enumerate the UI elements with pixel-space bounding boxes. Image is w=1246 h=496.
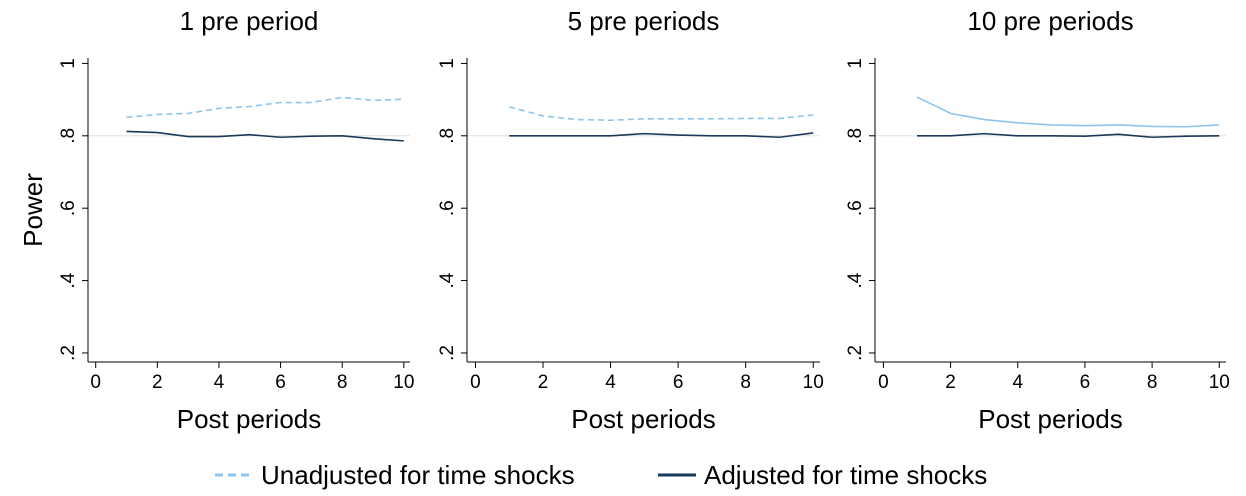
series-line	[916, 96, 1220, 128]
x-tick-label: 2	[152, 372, 163, 393]
series-line	[126, 130, 404, 142]
x-tick-label: 0	[90, 372, 101, 393]
y-tick-label: .2	[58, 345, 79, 361]
x-tick-label: 4	[1012, 372, 1023, 393]
x-tick-label: 6	[1080, 372, 1091, 393]
x-tick-label: 8	[1147, 372, 1158, 393]
x-tick-label: 10	[803, 372, 824, 393]
panel-title: 10 pre periods	[967, 6, 1133, 36]
y-tick-label: .4	[437, 272, 458, 288]
y-tick-label: .8	[58, 128, 79, 144]
series-line	[509, 132, 814, 139]
panel-title: 1 pre period	[180, 6, 319, 36]
x-tick-label: 2	[538, 372, 549, 393]
x-tick-label: 8	[337, 372, 348, 393]
x-tick-label: 10	[393, 372, 414, 393]
y-tick-label: .2	[437, 345, 458, 361]
y-tick-label: .8	[845, 128, 866, 144]
x-tick-label: 10	[1209, 372, 1230, 393]
y-tick-label: .2	[845, 345, 866, 361]
series-line	[509, 106, 814, 122]
y-tick-label: 1	[58, 58, 79, 69]
y-axis-label: Power	[18, 173, 48, 247]
x-axis-label: Post periods	[978, 404, 1123, 434]
legend-label: Unadjusted for time shocks	[261, 460, 575, 490]
panel-title: 5 pre periods	[568, 6, 720, 36]
x-axis-label: Post periods	[571, 404, 716, 434]
x-tick-label: 4	[214, 372, 225, 393]
series-line	[126, 96, 404, 119]
y-tick-label: .4	[58, 272, 79, 288]
x-tick-label: 6	[275, 372, 286, 393]
y-tick-label: .8	[437, 128, 458, 144]
x-tick-label: 6	[673, 372, 684, 393]
series-line	[916, 132, 1220, 139]
x-tick-label: 2	[945, 372, 956, 393]
x-tick-label: 8	[740, 372, 751, 393]
legend-label: Adjusted for time shocks	[704, 460, 987, 490]
x-tick-label: 0	[878, 372, 889, 393]
x-tick-label: 0	[470, 372, 481, 393]
x-tick-label: 4	[605, 372, 616, 393]
x-axis-label: Post periods	[177, 404, 322, 434]
y-tick-label: .6	[58, 200, 79, 216]
y-tick-label: 1	[845, 58, 866, 69]
y-tick-label: .6	[437, 200, 458, 216]
y-tick-label: .4	[845, 272, 866, 288]
y-tick-label: .6	[845, 200, 866, 216]
y-tick-label: 1	[437, 58, 458, 69]
